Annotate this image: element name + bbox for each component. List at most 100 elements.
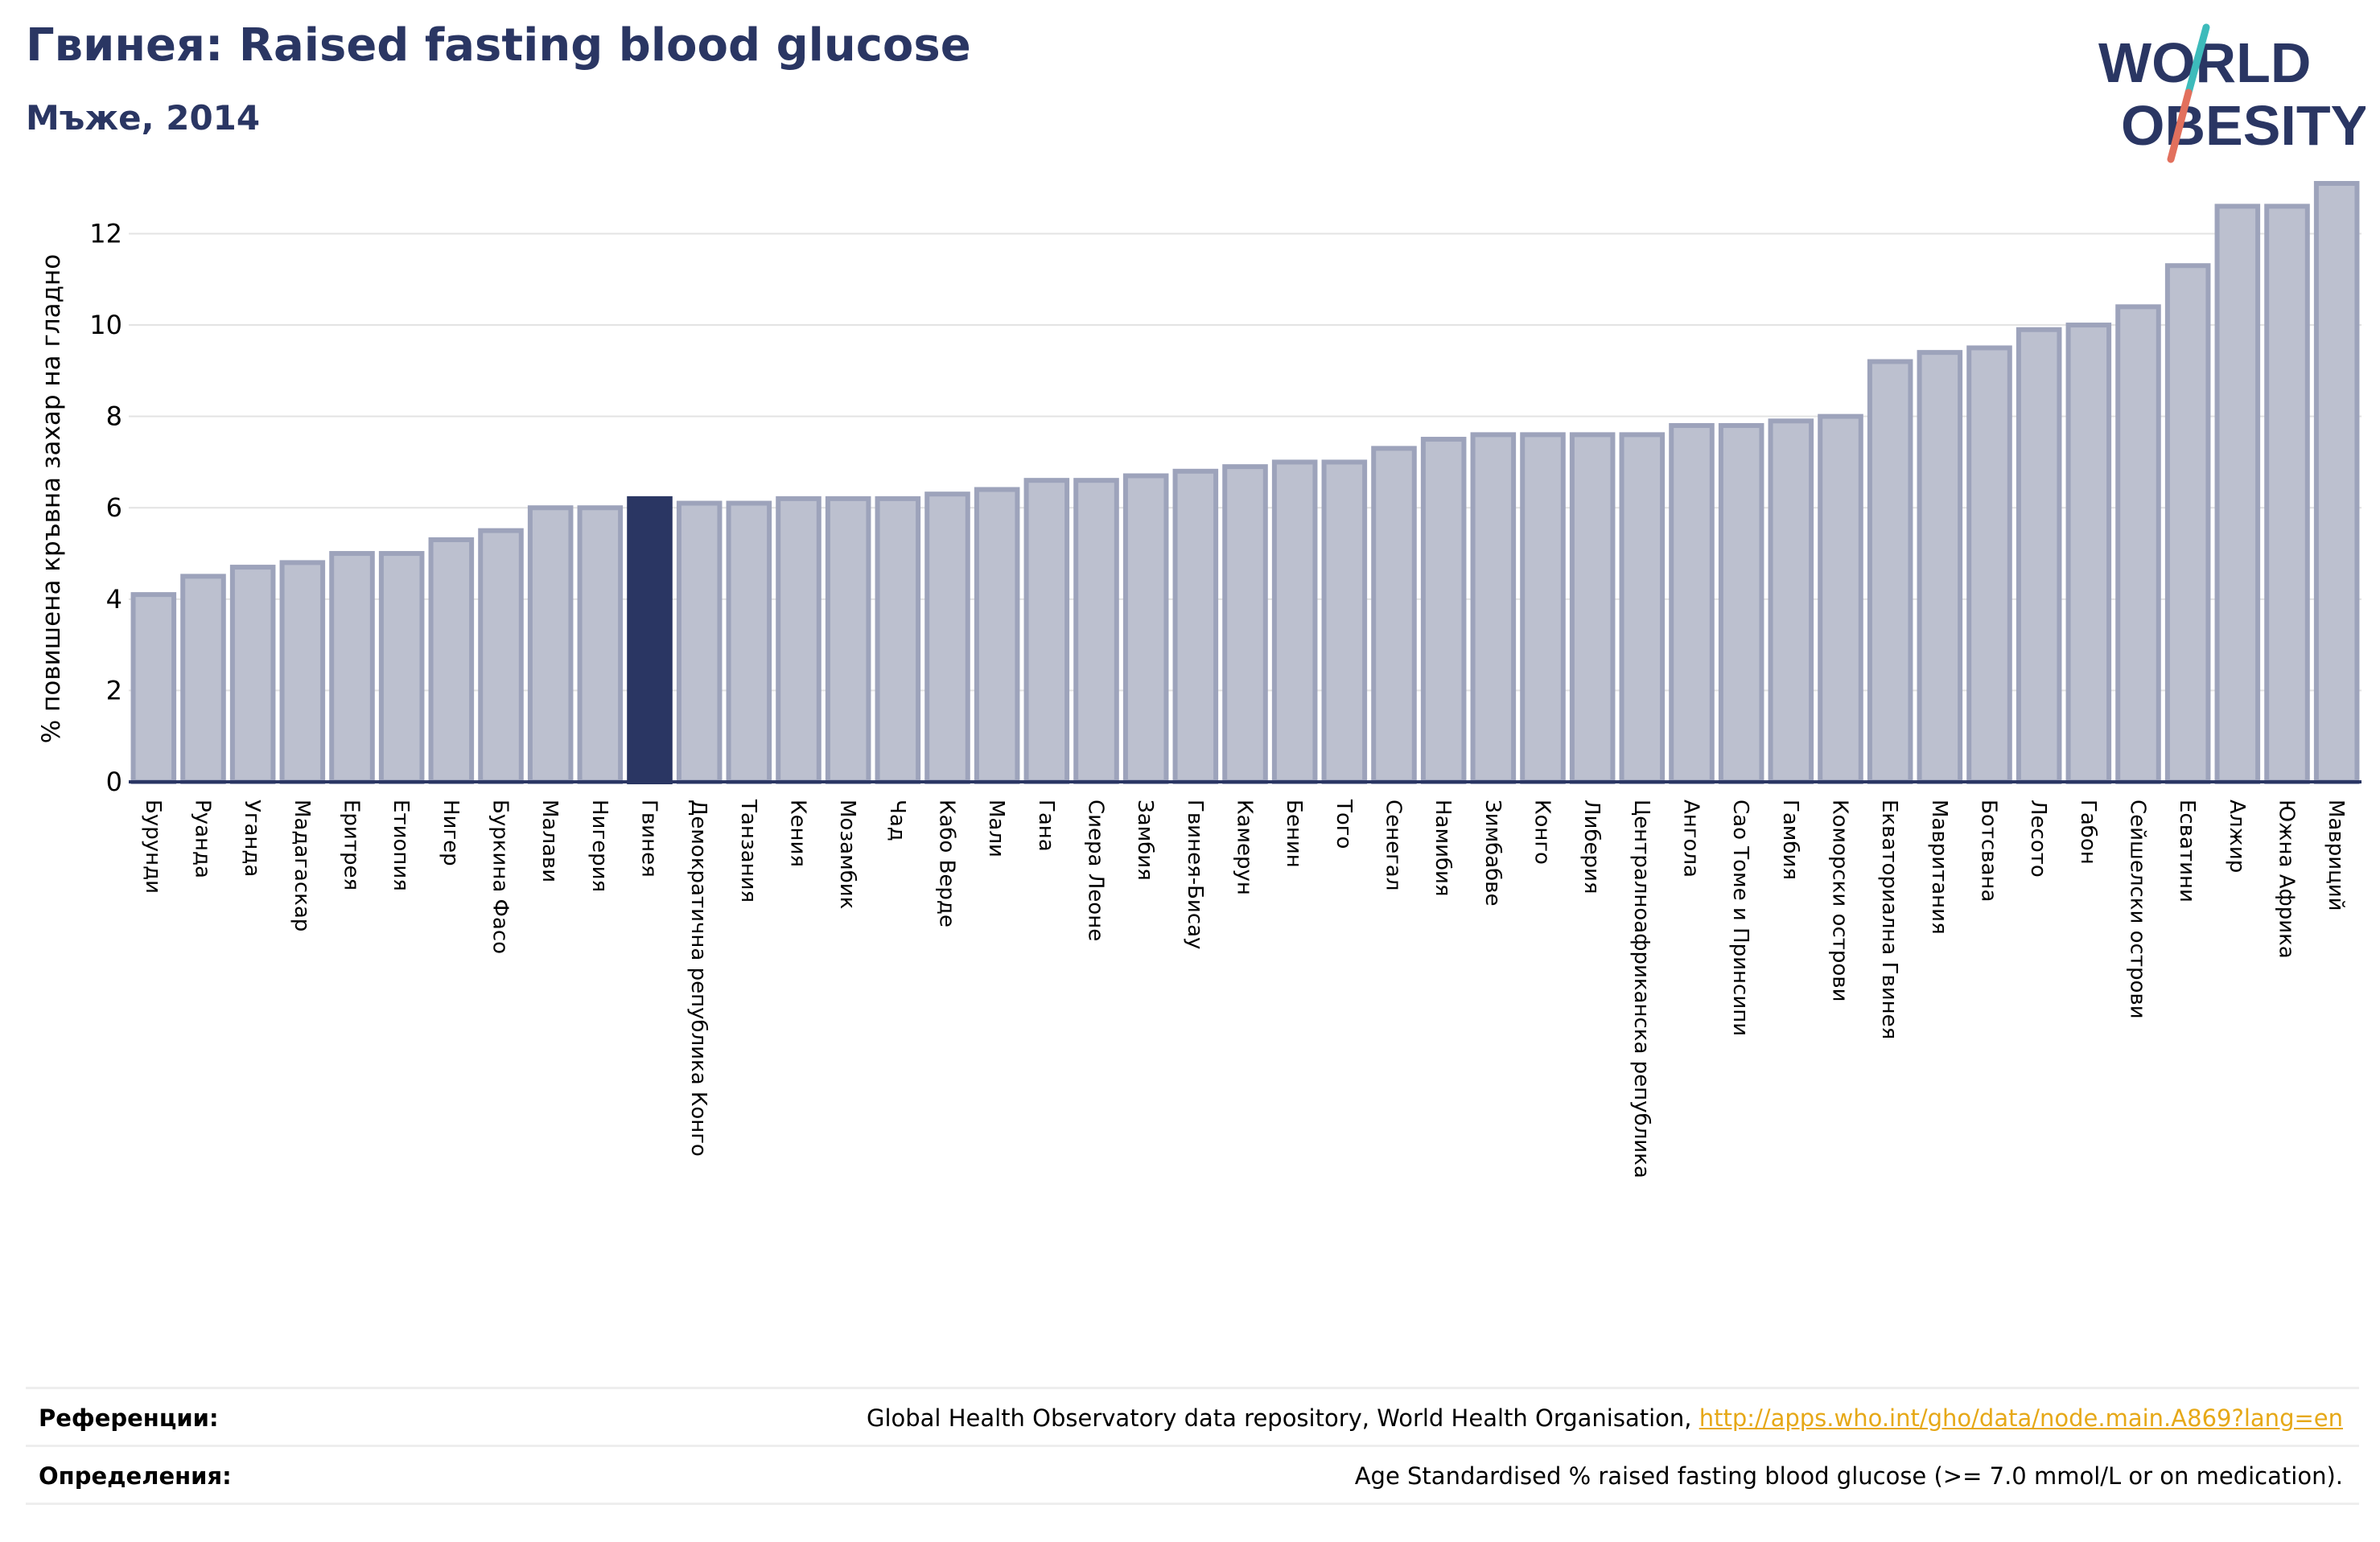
x-tick-label: Мозамбик	[835, 800, 859, 909]
bar	[329, 551, 375, 784]
bar	[1917, 350, 1963, 784]
x-tick-label: Есватини	[2175, 800, 2199, 903]
bar	[1222, 464, 1268, 784]
bar	[428, 537, 475, 784]
x-tick-label: Ангола	[1679, 800, 1703, 878]
x-tick-label: Мадагаскар	[290, 800, 314, 931]
x-tick-label: Кения	[786, 800, 810, 867]
bar	[1420, 437, 1467, 784]
bar	[1619, 432, 1666, 784]
bar-highlighted	[627, 495, 673, 784]
bar	[2264, 204, 2310, 784]
x-tick-label: Малави	[537, 800, 562, 882]
bar	[1371, 446, 1417, 785]
x-tick-label: Чад	[885, 800, 909, 841]
y-tick-label: 0	[106, 767, 122, 797]
footer-divider-middle	[26, 1445, 2359, 1447]
x-tick-label: Руанда	[191, 800, 215, 878]
x-tick-label: Мавриций	[2324, 800, 2348, 911]
chart-subtitle: Мъже, 2014	[26, 98, 261, 138]
y-tick-label: 4	[106, 584, 122, 615]
references-text: Global Health Observatory data repositor…	[866, 1404, 1692, 1432]
y-tick-label: 12	[89, 218, 122, 249]
bar	[875, 495, 921, 784]
x-tick-label: Лесото	[2026, 800, 2050, 878]
y-tick-label: 6	[106, 492, 122, 523]
x-tick-label: Гана	[1034, 800, 1058, 852]
bar	[1768, 418, 1814, 784]
bar	[1172, 468, 1219, 784]
bar	[2115, 304, 2161, 784]
x-tick-label: Нигер	[439, 800, 463, 866]
bar	[279, 560, 326, 785]
x-tick-label: Габон	[2076, 800, 2100, 865]
x-tick-label: Буркина Фасо	[488, 800, 513, 954]
bar	[1321, 459, 1368, 784]
x-tick-label: Бурунди	[141, 800, 165, 894]
chart-title: Гвинея: Raised fasting blood glucose	[26, 19, 971, 72]
bar	[2313, 181, 2360, 784]
y-tick-label: 8	[106, 401, 122, 432]
x-tick-label: Сао Томе и Принсипи	[1728, 800, 1752, 1036]
x-tick-label: Сенегал	[1381, 800, 1406, 890]
references-link[interactable]: http://apps.who.int/gho/data/node.main.A…	[1699, 1404, 2343, 1432]
definitions-row: Определения: Age Standardised % raised f…	[26, 1448, 2359, 1504]
logo-text-obesity: OBESITY	[2121, 94, 2366, 157]
logo-slash-teal	[2184, 23, 2210, 97]
x-tick-label: Демократична република Конго	[686, 800, 710, 1157]
x-tick-label: Камерун	[1233, 800, 1257, 895]
x-tick-label: Гвинея-Бисау	[1183, 800, 1207, 949]
x-tick-label: Алжир	[2225, 800, 2249, 873]
x-tick-label: Ботсвана	[1977, 800, 2001, 902]
x-tick-label: Сейшелски острови	[2126, 800, 2150, 1019]
x-tick-label: Етиопия	[389, 800, 413, 891]
references-label: Референции:	[39, 1404, 219, 1432]
bar	[2016, 327, 2062, 784]
bar	[378, 551, 425, 784]
bar	[1271, 459, 1318, 784]
x-tick-label: Коморски острови	[1828, 800, 1852, 1002]
x-tick-label: Южна Африка	[2275, 800, 2299, 959]
bar	[577, 505, 624, 784]
x-tick-label: Гвинея	[637, 800, 661, 878]
x-tick-label: Мавритания	[1927, 800, 1951, 935]
bar	[180, 574, 226, 785]
logo-slash-coral	[2167, 88, 2193, 163]
bar-chart: 0 2 4 6 8 10 12 % повишена кръвна захар на глад…	[37, 181, 2361, 1178]
x-tick-label: Нигерия	[587, 800, 611, 892]
x-tick-label: Либерия	[1579, 800, 1604, 894]
world-obesity-logo: WORLD OBESITY	[2098, 23, 2366, 163]
bar	[1718, 423, 1764, 784]
bar	[1569, 432, 1616, 784]
definitions-label: Определения:	[39, 1462, 232, 1490]
x-tick-label: Кабо Верде	[935, 800, 959, 927]
bar	[776, 495, 821, 784]
x-tick-label: Танзания	[736, 799, 760, 903]
x-tick-label: Бенин	[1282, 800, 1306, 868]
bar	[1867, 359, 1913, 785]
x-tick-label: Централноафриканска република	[1629, 800, 1653, 1178]
y-tick-label: 10	[89, 310, 122, 340]
bar	[1023, 478, 1070, 784]
bar	[1966, 345, 2012, 784]
x-tick-label: Того	[1332, 799, 1356, 849]
bar	[924, 491, 970, 784]
definitions-text: Age Standardised % raised fasting blood …	[1354, 1462, 2343, 1490]
x-tick-label: Сиера Леоне	[1084, 800, 1108, 941]
bar	[726, 500, 772, 784]
bar	[2164, 263, 2211, 784]
bar	[478, 528, 524, 785]
x-tick-label: Замбия	[1133, 800, 1157, 881]
bar	[527, 505, 574, 784]
x-tick-label: Намибия	[1431, 800, 1455, 897]
bar	[1669, 423, 1715, 784]
references-value: Global Health Observatory data repositor…	[867, 1404, 2359, 1432]
x-tick-label: Конго	[1530, 800, 1554, 865]
references-row: Референции: Global Health Observatory da…	[26, 1390, 2359, 1446]
x-tick-label: Гамбия	[1778, 800, 1802, 880]
bar	[229, 565, 276, 785]
x-tick-label: Мали	[984, 800, 1008, 857]
bar	[974, 487, 1020, 785]
y-axis-label: % повишена кръвна захар на гладно	[37, 254, 66, 743]
bar	[1520, 432, 1566, 784]
